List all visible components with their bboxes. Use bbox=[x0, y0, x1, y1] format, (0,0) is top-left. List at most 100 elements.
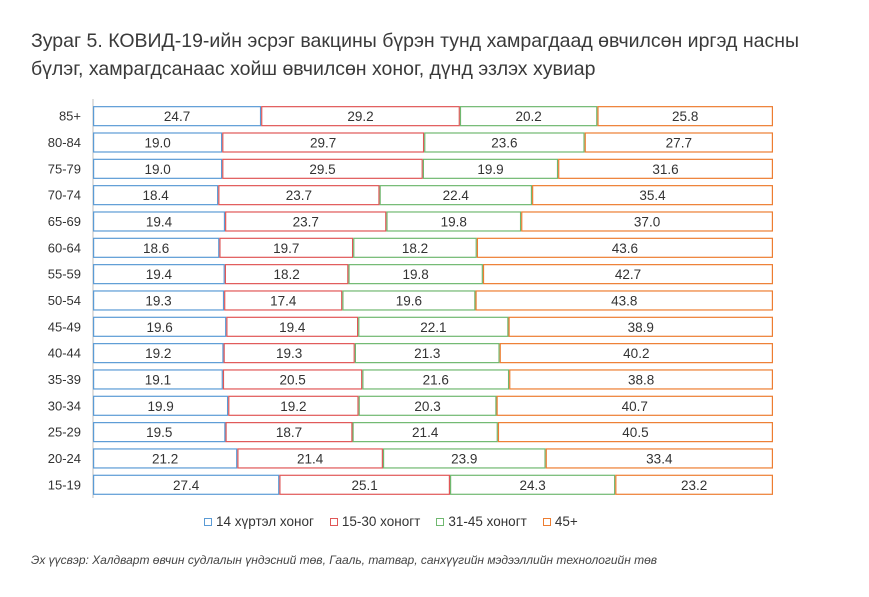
data-label: 19.4 bbox=[146, 214, 173, 229]
data-label: 19.1 bbox=[145, 372, 171, 387]
bar-segment-45-plus bbox=[496, 395, 773, 416]
bar-segment-45-plus bbox=[584, 132, 773, 153]
bar-segment-14-days bbox=[92, 343, 224, 364]
bar-segment-45-plus bbox=[597, 106, 773, 127]
data-label: 29.7 bbox=[310, 135, 336, 150]
data-label: 37.0 bbox=[634, 214, 660, 229]
bar-segment-14-days bbox=[92, 237, 220, 258]
bar-segment-31-45-days bbox=[348, 264, 483, 285]
data-label: 42.7 bbox=[615, 267, 641, 282]
bar-segment-14-days bbox=[92, 422, 226, 443]
legend-item-45-plus: 45+ bbox=[542, 514, 578, 529]
bar-segment-14-days bbox=[92, 448, 238, 469]
bar-segment-15-30-days bbox=[261, 106, 460, 127]
data-label: 18.6 bbox=[143, 241, 169, 256]
bar-segment-45-plus bbox=[545, 448, 773, 469]
data-label: 19.4 bbox=[279, 320, 306, 335]
data-label: 40.2 bbox=[623, 346, 649, 361]
data-label: 18.7 bbox=[276, 425, 302, 440]
category-label: 60-64 bbox=[48, 240, 81, 255]
data-label: 17.4 bbox=[270, 293, 297, 308]
data-label: 24.7 bbox=[164, 109, 190, 124]
data-label: 21.3 bbox=[414, 346, 440, 361]
data-label: 20.3 bbox=[414, 399, 440, 414]
category-label: 80-84 bbox=[48, 135, 81, 150]
bar-segment-31-45-days bbox=[382, 448, 546, 469]
bar-segment-14-days bbox=[92, 158, 223, 179]
bar-segment-31-45-days bbox=[353, 237, 477, 258]
data-label: 25.1 bbox=[352, 478, 378, 493]
bar-segment-15-30-days bbox=[225, 422, 353, 443]
data-label: 38.9 bbox=[628, 320, 654, 335]
chart-title-line-1: Зураг 5. КОВИД-19-ийн эсрэг вакцины бүрэ… bbox=[31, 30, 799, 52]
bar-segment-15-30-days bbox=[224, 264, 349, 285]
bar-segment-15-30-days bbox=[228, 395, 359, 416]
bar-segment-14-days bbox=[92, 264, 225, 285]
data-label: 35.4 bbox=[639, 188, 666, 203]
data-label: 19.7 bbox=[273, 241, 299, 256]
bar-segment-31-45-days bbox=[424, 132, 585, 153]
data-label: 19.4 bbox=[146, 267, 173, 282]
legend-label: 15-30 хоногт bbox=[341, 514, 421, 529]
stacked-bar-chart: 85+ 24.7 29.2 20.2 25.8 80-84 19.0 29.7 23.6 27.7… bbox=[48, 99, 774, 498]
data-label: 23.6 bbox=[491, 135, 517, 150]
bar-segment-15-30-days bbox=[222, 132, 425, 153]
bar-segment-15-30-days bbox=[223, 343, 355, 364]
legend-label: 31-45 хоногт bbox=[448, 514, 527, 529]
bar-segment-31-45-days bbox=[358, 395, 497, 416]
data-label: 19.8 bbox=[403, 267, 429, 282]
data-label: 18.2 bbox=[402, 241, 428, 256]
bar-segment-14-days bbox=[92, 290, 225, 311]
data-label: 19.6 bbox=[396, 293, 422, 308]
data-label: 18.2 bbox=[273, 267, 299, 282]
legend-swatch bbox=[542, 517, 551, 526]
data-label: 40.5 bbox=[622, 425, 648, 440]
data-label: 19.3 bbox=[145, 293, 171, 308]
bar-segment-31-45-days bbox=[450, 474, 616, 495]
category-label: 25-29 bbox=[48, 425, 81, 440]
bar-segment-14-days bbox=[92, 395, 229, 416]
bar-segment-15-30-days bbox=[218, 185, 380, 206]
legend-swatch bbox=[436, 517, 445, 526]
data-label: 20.5 bbox=[279, 372, 305, 387]
chart-title: Зураг 5. КОВИД-19-ийн эсрэг вакцины бүрэ… bbox=[31, 27, 851, 83]
legend-item-15-30-days: 15-30 хоногт bbox=[329, 514, 421, 529]
bar-segment-14-days bbox=[92, 132, 223, 153]
bar-segment-31-45-days bbox=[379, 185, 533, 206]
bar-segment-15-30-days bbox=[222, 369, 363, 390]
data-label: 43.6 bbox=[612, 241, 638, 256]
data-label: 33.4 bbox=[646, 451, 673, 466]
bar-segment-15-30-days bbox=[219, 237, 354, 258]
bar-segment-31-45-days bbox=[352, 422, 498, 443]
data-label: 40.7 bbox=[622, 399, 648, 414]
data-label: 19.9 bbox=[147, 399, 173, 414]
bar-segment-45-plus bbox=[509, 369, 774, 390]
data-label: 21.2 bbox=[152, 451, 178, 466]
bar-segment-31-45-days bbox=[342, 290, 476, 311]
chart-title-line-2: бүлэг, хамрагдсанаас хойш өвчилсөн хоног… bbox=[31, 58, 596, 80]
bar-segment-45-plus bbox=[532, 185, 773, 206]
bar-segment-14-days bbox=[92, 106, 262, 127]
data-label: 31.6 bbox=[652, 162, 678, 177]
bar-segment-45-plus bbox=[497, 422, 773, 443]
legend-item-14-days: 14 хүртэл хоног bbox=[204, 514, 314, 529]
category-label: 85+ bbox=[59, 109, 81, 124]
data-label: 20.2 bbox=[515, 109, 541, 124]
legend-swatch bbox=[204, 517, 212, 526]
data-label: 27.4 bbox=[173, 478, 200, 493]
data-label: 23.7 bbox=[286, 188, 312, 203]
data-label: 43.8 bbox=[611, 293, 637, 308]
bar-segment-45-plus bbox=[482, 264, 773, 285]
data-label: 21.4 bbox=[412, 425, 439, 440]
bar-segment-15-30-days bbox=[222, 158, 423, 179]
category-label: 45-49 bbox=[48, 319, 81, 334]
data-label: 23.9 bbox=[451, 451, 477, 466]
bar-segment-31-45-days bbox=[358, 316, 509, 337]
data-label: 19.0 bbox=[144, 135, 170, 150]
bar-segment-14-days bbox=[92, 185, 219, 206]
data-label: 27.7 bbox=[666, 135, 692, 150]
category-label: 40-44 bbox=[48, 346, 81, 361]
data-label: 29.5 bbox=[309, 162, 335, 177]
category-label: 30-34 bbox=[48, 398, 81, 413]
bar-segment-15-30-days bbox=[237, 448, 383, 469]
